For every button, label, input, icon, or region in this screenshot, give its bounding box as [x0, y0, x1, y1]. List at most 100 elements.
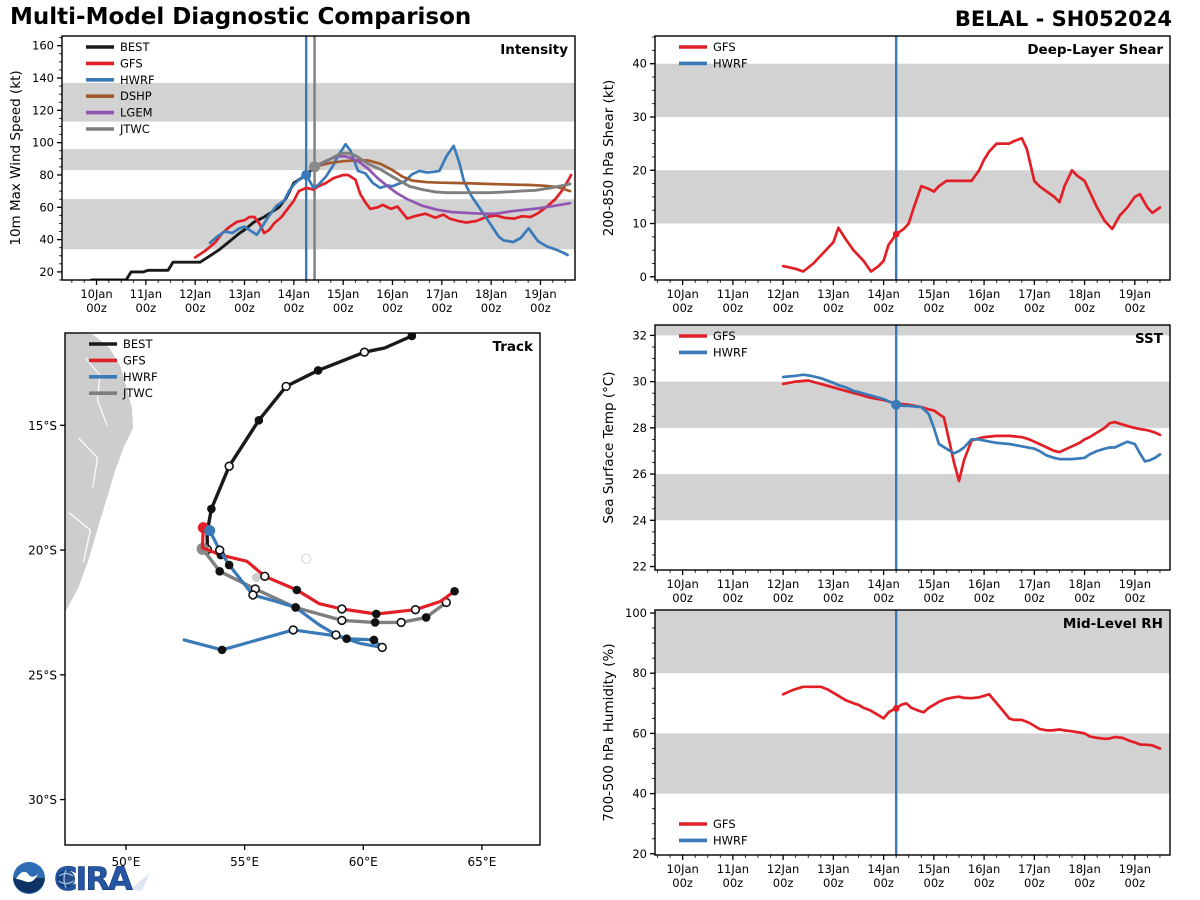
x-tick-label-date: 15Jan: [918, 577, 950, 591]
intensity-band: [62, 199, 575, 250]
x-tick-label-hour: 00z: [431, 301, 452, 315]
shear-series-GFS: [781, 136, 1162, 273]
sst-legend: GFS HWRF: [679, 329, 748, 359]
x-tick-label-date: 15Jan: [918, 287, 950, 301]
x-tick-label-date: 17Jan: [1018, 862, 1050, 876]
track-JTWC: [196, 542, 451, 628]
x-tick-label-date: 17Jan: [1018, 287, 1050, 301]
y-tick-label: 24: [632, 513, 647, 527]
legend-label-GFS: GFS: [713, 329, 736, 343]
x-tick-label-date: 16Jan: [968, 577, 1000, 591]
x-tick-label-hour: 00z: [284, 301, 305, 315]
marker-filled: [254, 416, 264, 425]
x-tick-label-hour: 00z: [86, 301, 107, 315]
x-tick-label-date: 12Jan: [767, 862, 799, 876]
sst-frame: [654, 324, 1171, 571]
marker-open: [331, 630, 341, 640]
legend-label-HWRF: HWRF: [713, 833, 748, 847]
x-tick-label-hour: 00z: [1124, 591, 1145, 605]
x-tick-label-date: 13Jan: [228, 287, 260, 301]
marker-filled: [370, 618, 380, 627]
x-tick-label: 50°E: [112, 855, 141, 869]
marker-filled: [207, 504, 216, 514]
land-border: [68, 512, 92, 563]
intensity-series-LGEM: [313, 155, 572, 216]
x-tick-label-hour: 00z: [1074, 591, 1095, 605]
y-tick-label: 80: [39, 168, 54, 182]
marker-filled: [371, 609, 381, 619]
intensity-series-DSHP: [313, 159, 572, 193]
x-tick-label-hour: 00z: [481, 301, 502, 315]
x-tick-label-hour: 00z: [672, 591, 693, 605]
rh-init-dot: [892, 705, 900, 712]
x-tick-label-date: 18Jan: [1068, 577, 1100, 591]
x-tick-label-date: 12Jan: [179, 287, 211, 301]
x-tick-label-date: 14Jan: [867, 577, 899, 591]
marker-open: [337, 615, 347, 626]
x-tick-label-hour: 00z: [823, 591, 844, 605]
marker-filled: [369, 635, 379, 645]
legend-label-HWRF: HWRF: [120, 73, 155, 87]
x-tick-label-hour: 00z: [974, 301, 995, 315]
marker-open: [359, 347, 370, 357]
x-tick-label-hour: 00z: [773, 876, 794, 890]
marker-open: [288, 625, 298, 635]
x-tick-label-date: 19Jan: [1119, 287, 1151, 301]
legend-label-GFS: GFS: [120, 56, 143, 70]
island-mauritius: [301, 553, 312, 564]
x-tick-label-hour: 00z: [873, 591, 894, 605]
shear-panel: 10Jan00z11Jan00z12Jan00z13Jan00z14Jan00z…: [601, 35, 1171, 315]
x-tick-label-date: 12Jan: [767, 577, 799, 591]
intensity-ylabel: 10m Max Wind Speed (kt): [8, 70, 24, 245]
intensity-title: Intensity: [500, 42, 568, 58]
x-tick-label-date: 12Jan: [767, 287, 799, 301]
x-tick-label-date: 18Jan: [1068, 287, 1100, 301]
x-tick-label: 60°E: [349, 855, 378, 869]
track-BEST: [202, 333, 417, 555]
x-tick-label-date: 11Jan: [130, 287, 162, 301]
rh-series-GFS: [781, 685, 1162, 750]
y-tick-label: 60: [632, 726, 647, 740]
y-tick-label: 25°S: [28, 668, 57, 682]
x-tick-label-date: 10Jan: [666, 287, 698, 301]
x-tick-label: 55°E: [230, 855, 259, 869]
y-tick-label: 20°S: [28, 544, 57, 558]
madagascar-landmass: [65, 333, 134, 613]
x-tick-label-date: 14Jan: [867, 862, 899, 876]
x-tick-label-date: 14Jan: [278, 287, 310, 301]
x-tick-label-hour: 00z: [773, 301, 794, 315]
marker-filled: [291, 603, 300, 612]
sst-panel: 10Jan00z11Jan00z12Jan00z13Jan00z14Jan00z…: [601, 324, 1171, 605]
sst-ylabel: Sea Surface Temp (°C): [601, 371, 617, 523]
x-tick-label-hour: 00z: [723, 301, 744, 315]
y-tick-label: 40: [39, 233, 54, 247]
intensity-series-JTWC: [313, 151, 572, 195]
x-tick-label-hour: 00z: [1124, 876, 1145, 890]
x-tick-label-date: 15Jan: [918, 862, 950, 876]
x-tick-label: 65°E: [467, 855, 496, 869]
x-tick-label-date: 11Jan: [717, 287, 749, 301]
rh-legend: GFS HWRF: [679, 817, 748, 847]
intensity-plot-area: [62, 36, 575, 280]
y-tick-label: 20: [39, 265, 54, 279]
sst-plot-area: [655, 325, 1170, 570]
intensity-init-dot: [301, 169, 312, 180]
y-tick-label: 20: [632, 163, 647, 177]
x-tick-label-date: 19Jan: [524, 287, 556, 301]
x-tick-label-date: 18Jan: [1068, 862, 1100, 876]
marker-filled: [217, 645, 227, 655]
track-HWRF: [182, 525, 387, 655]
intensity-series-HWRF: [208, 142, 569, 257]
x-tick-label-date: 16Jan: [968, 862, 1000, 876]
land-border: [78, 437, 99, 488]
intensity-band: [62, 82, 575, 122]
legend-label-JTWC: JTWC: [122, 386, 153, 400]
x-tick-label-hour: 00z: [1074, 301, 1095, 315]
y-tick-label: 30°S: [28, 793, 57, 807]
intensity-series-GFS: [193, 173, 573, 259]
legend-label-GFS: GFS: [713, 817, 736, 831]
sst-band: [655, 325, 1170, 336]
rh-ylabel: 700-500 hPa Humidity (%): [601, 643, 617, 821]
x-tick-label-hour: 00z: [333, 301, 354, 315]
